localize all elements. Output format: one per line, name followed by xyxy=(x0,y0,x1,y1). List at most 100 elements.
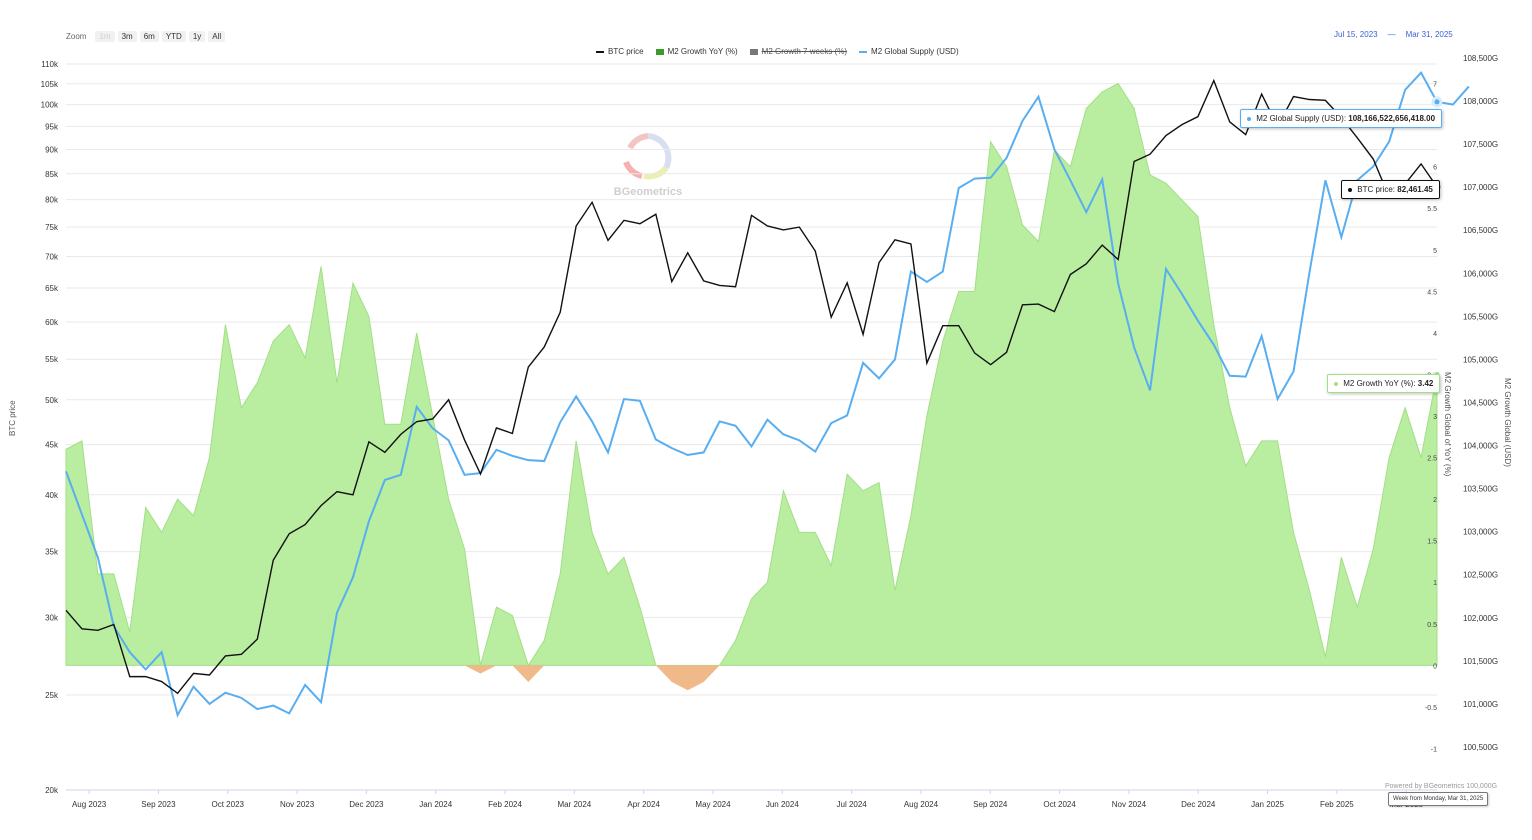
m2-growth-tooltip: M2 Growth YoY (%): 3.42 xyxy=(1327,374,1441,393)
m2-supply-tooltip: M2 Global Supply (USD): 108,166,522,656,… xyxy=(1240,109,1443,128)
x-tick-label: Dec 2023 xyxy=(349,800,384,809)
tooltip-value: 3.42 xyxy=(1417,379,1434,388)
x-tick-label: Oct 2023 xyxy=(212,800,245,809)
m2-growth-positive-area xyxy=(65,82,1438,667)
x-tick-label: Mar 2024 xyxy=(557,800,591,809)
btc-axis: 20k 25k 30k 35k 40k 45k 50k 55k 60k 65k 70k 75k 80k 8… xyxy=(41,60,59,795)
legend-label: BTC price xyxy=(608,47,644,56)
growth-tick-label: 2.5 xyxy=(1427,456,1437,463)
supply-tick-label: 104,000G xyxy=(1463,442,1498,451)
growth-dot-icon xyxy=(1334,381,1338,386)
btc-tick-label: 95k xyxy=(45,122,59,131)
supply-tick-label: 101,000G xyxy=(1463,700,1498,709)
bgeometrics-logo-icon xyxy=(623,133,672,180)
zoom-all-button[interactable]: All xyxy=(208,30,226,42)
zoom-label: Zoom xyxy=(66,31,87,41)
btc-price-line[interactable] xyxy=(65,78,1438,695)
growth-tick-label: 5 xyxy=(1433,248,1437,255)
watermark: BGeometrics xyxy=(608,128,688,200)
supply-tick-label: 103,500G xyxy=(1463,485,1498,494)
zoom-bar: Zoom 1m 3m 6m YTD 1y All xyxy=(66,29,226,43)
btc-tick-label: 50k xyxy=(45,396,59,405)
growth-tick-label: 0 xyxy=(1433,663,1437,670)
x-tick-label: Jan 2025 xyxy=(1251,800,1284,809)
supply-dot-icon xyxy=(1247,116,1251,121)
x-tick-label: May 2024 xyxy=(695,800,731,809)
tooltip-value: 108,166,522,656,418.00 xyxy=(1348,114,1436,123)
growth-7w-swatch-icon xyxy=(749,48,758,55)
supply-axis-title: M2 Growth Global (USD) xyxy=(1503,378,1512,467)
zoom-6m-button[interactable]: 6m xyxy=(139,30,159,42)
m2-supply-line[interactable] xyxy=(65,70,1470,718)
m2-growth-area xyxy=(65,82,1438,691)
x-tick-label: Sep 2024 xyxy=(973,800,1008,809)
btc-tick-label: 75k xyxy=(45,223,59,232)
growth-tick-label: 0.5 xyxy=(1427,622,1437,629)
watermark-text: BGeometrics xyxy=(613,186,683,198)
supply-tick-label: 105,500G xyxy=(1463,312,1498,321)
zoom-ytd-button[interactable]: YTD xyxy=(161,30,186,42)
x-tick-label: Aug 2024 xyxy=(904,800,939,809)
supply-tick-label: 102,000G xyxy=(1463,614,1498,623)
btc-tick-label: 30k xyxy=(45,613,59,622)
growth-tick-label: -1 xyxy=(1431,746,1437,753)
growth-tick-label: 1 xyxy=(1433,580,1437,587)
supply-tick-label: 105,000G xyxy=(1463,355,1498,364)
supply-tick-label: 108,000G xyxy=(1463,97,1498,106)
btc-tick-label: 65k xyxy=(45,284,59,293)
growth-tick-label: 7 xyxy=(1433,82,1437,89)
tooltip-value: 82,461.45 xyxy=(1397,185,1433,194)
legend-label: M2 Growth 7 weeks (%) xyxy=(761,47,848,56)
growth-tick-label: -0.5 xyxy=(1425,705,1437,712)
btc-tick-label: 55k xyxy=(45,355,59,364)
supply-axis: 100,500G 101,000G 101,500G 102,000G 102,500G… xyxy=(1463,54,1498,752)
range-separator: — xyxy=(1387,30,1396,39)
supply-tick-label: 107,000G xyxy=(1463,183,1498,192)
growth-tick-label: 4 xyxy=(1433,331,1437,338)
growth-swatch-icon xyxy=(655,48,664,55)
btc-tick-label: 20k xyxy=(45,786,59,795)
range-to-input[interactable]: Mar 31, 2025 xyxy=(1405,30,1453,39)
x-tick-label: Jun 2024 xyxy=(766,800,799,809)
legend-item-m2-growth-7w[interactable]: M2 Growth 7 weeks (%) xyxy=(749,47,848,56)
x-tick-label: Feb 2024 xyxy=(488,800,522,809)
btc-tick-label: 60k xyxy=(45,318,59,327)
growth-tick-label: 2 xyxy=(1433,497,1437,504)
supply-tick-label: 106,000G xyxy=(1463,269,1498,278)
tooltip-series-name: M2 Growth YoY (%) xyxy=(1343,379,1414,388)
legend-label: M2 Global Supply (USD) xyxy=(871,47,959,56)
zoom-1y-button[interactable]: 1y xyxy=(188,30,206,42)
btc-tick-label: 45k xyxy=(45,441,59,450)
tooltip-series-name: M2 Global Supply (USD) xyxy=(1256,114,1344,123)
btc-tick-label: 85k xyxy=(45,170,59,179)
growth-tick-label: 3 xyxy=(1433,414,1437,421)
date-range: Jul 15, 2023 — Mar 31, 2025 xyxy=(1334,30,1453,39)
growth-tick-label: 4.5 xyxy=(1427,289,1437,296)
x-tick-label: Nov 2023 xyxy=(280,800,315,809)
btc-tick-label: 105k xyxy=(41,80,59,89)
zoom-3m-button[interactable]: 3m xyxy=(117,30,137,42)
growth-tick-label: 5.5 xyxy=(1427,206,1437,213)
supply-tick-label: 106,500G xyxy=(1463,226,1498,235)
supply-marker xyxy=(1431,96,1443,108)
x-axis: Aug 2023 Sep 2023 Oct 2023 Nov 2023 Dec 2023… xyxy=(66,789,1437,809)
btc-tick-label: 80k xyxy=(45,196,59,205)
credit-link[interactable]: Powered by BGeometrics 100,000G xyxy=(1385,783,1498,790)
legend-item-btc-price[interactable]: BTC price xyxy=(596,47,644,56)
growth-tick-label: 6 xyxy=(1433,165,1437,172)
x-tick-label: Aug 2023 xyxy=(72,800,107,809)
legend-item-m2-growth-yoy[interactable]: M2 Growth YoY (%) xyxy=(655,47,738,56)
zoom-1m-button[interactable]: 1m xyxy=(95,30,115,42)
chart-legend: BTC price M2 Growth YoY (%) M2 Growth 7 … xyxy=(596,47,959,56)
btc-tick-label: 70k xyxy=(45,252,59,261)
btc-tick-label: 110k xyxy=(41,60,59,69)
btc-dot-icon xyxy=(1348,187,1352,192)
x-tick-label: Jan 2024 xyxy=(419,800,452,809)
legend-item-m2-global-supply[interactable]: M2 Global Supply (USD) xyxy=(859,47,959,56)
btc-tick-label: 100k xyxy=(41,101,59,110)
tooltip-series-name: BTC price xyxy=(1357,185,1393,194)
supply-tick-label: 102,500G xyxy=(1463,571,1498,580)
range-from-input[interactable]: Jul 15, 2023 xyxy=(1334,30,1378,39)
supply-tick-label: 104,500G xyxy=(1463,398,1498,407)
